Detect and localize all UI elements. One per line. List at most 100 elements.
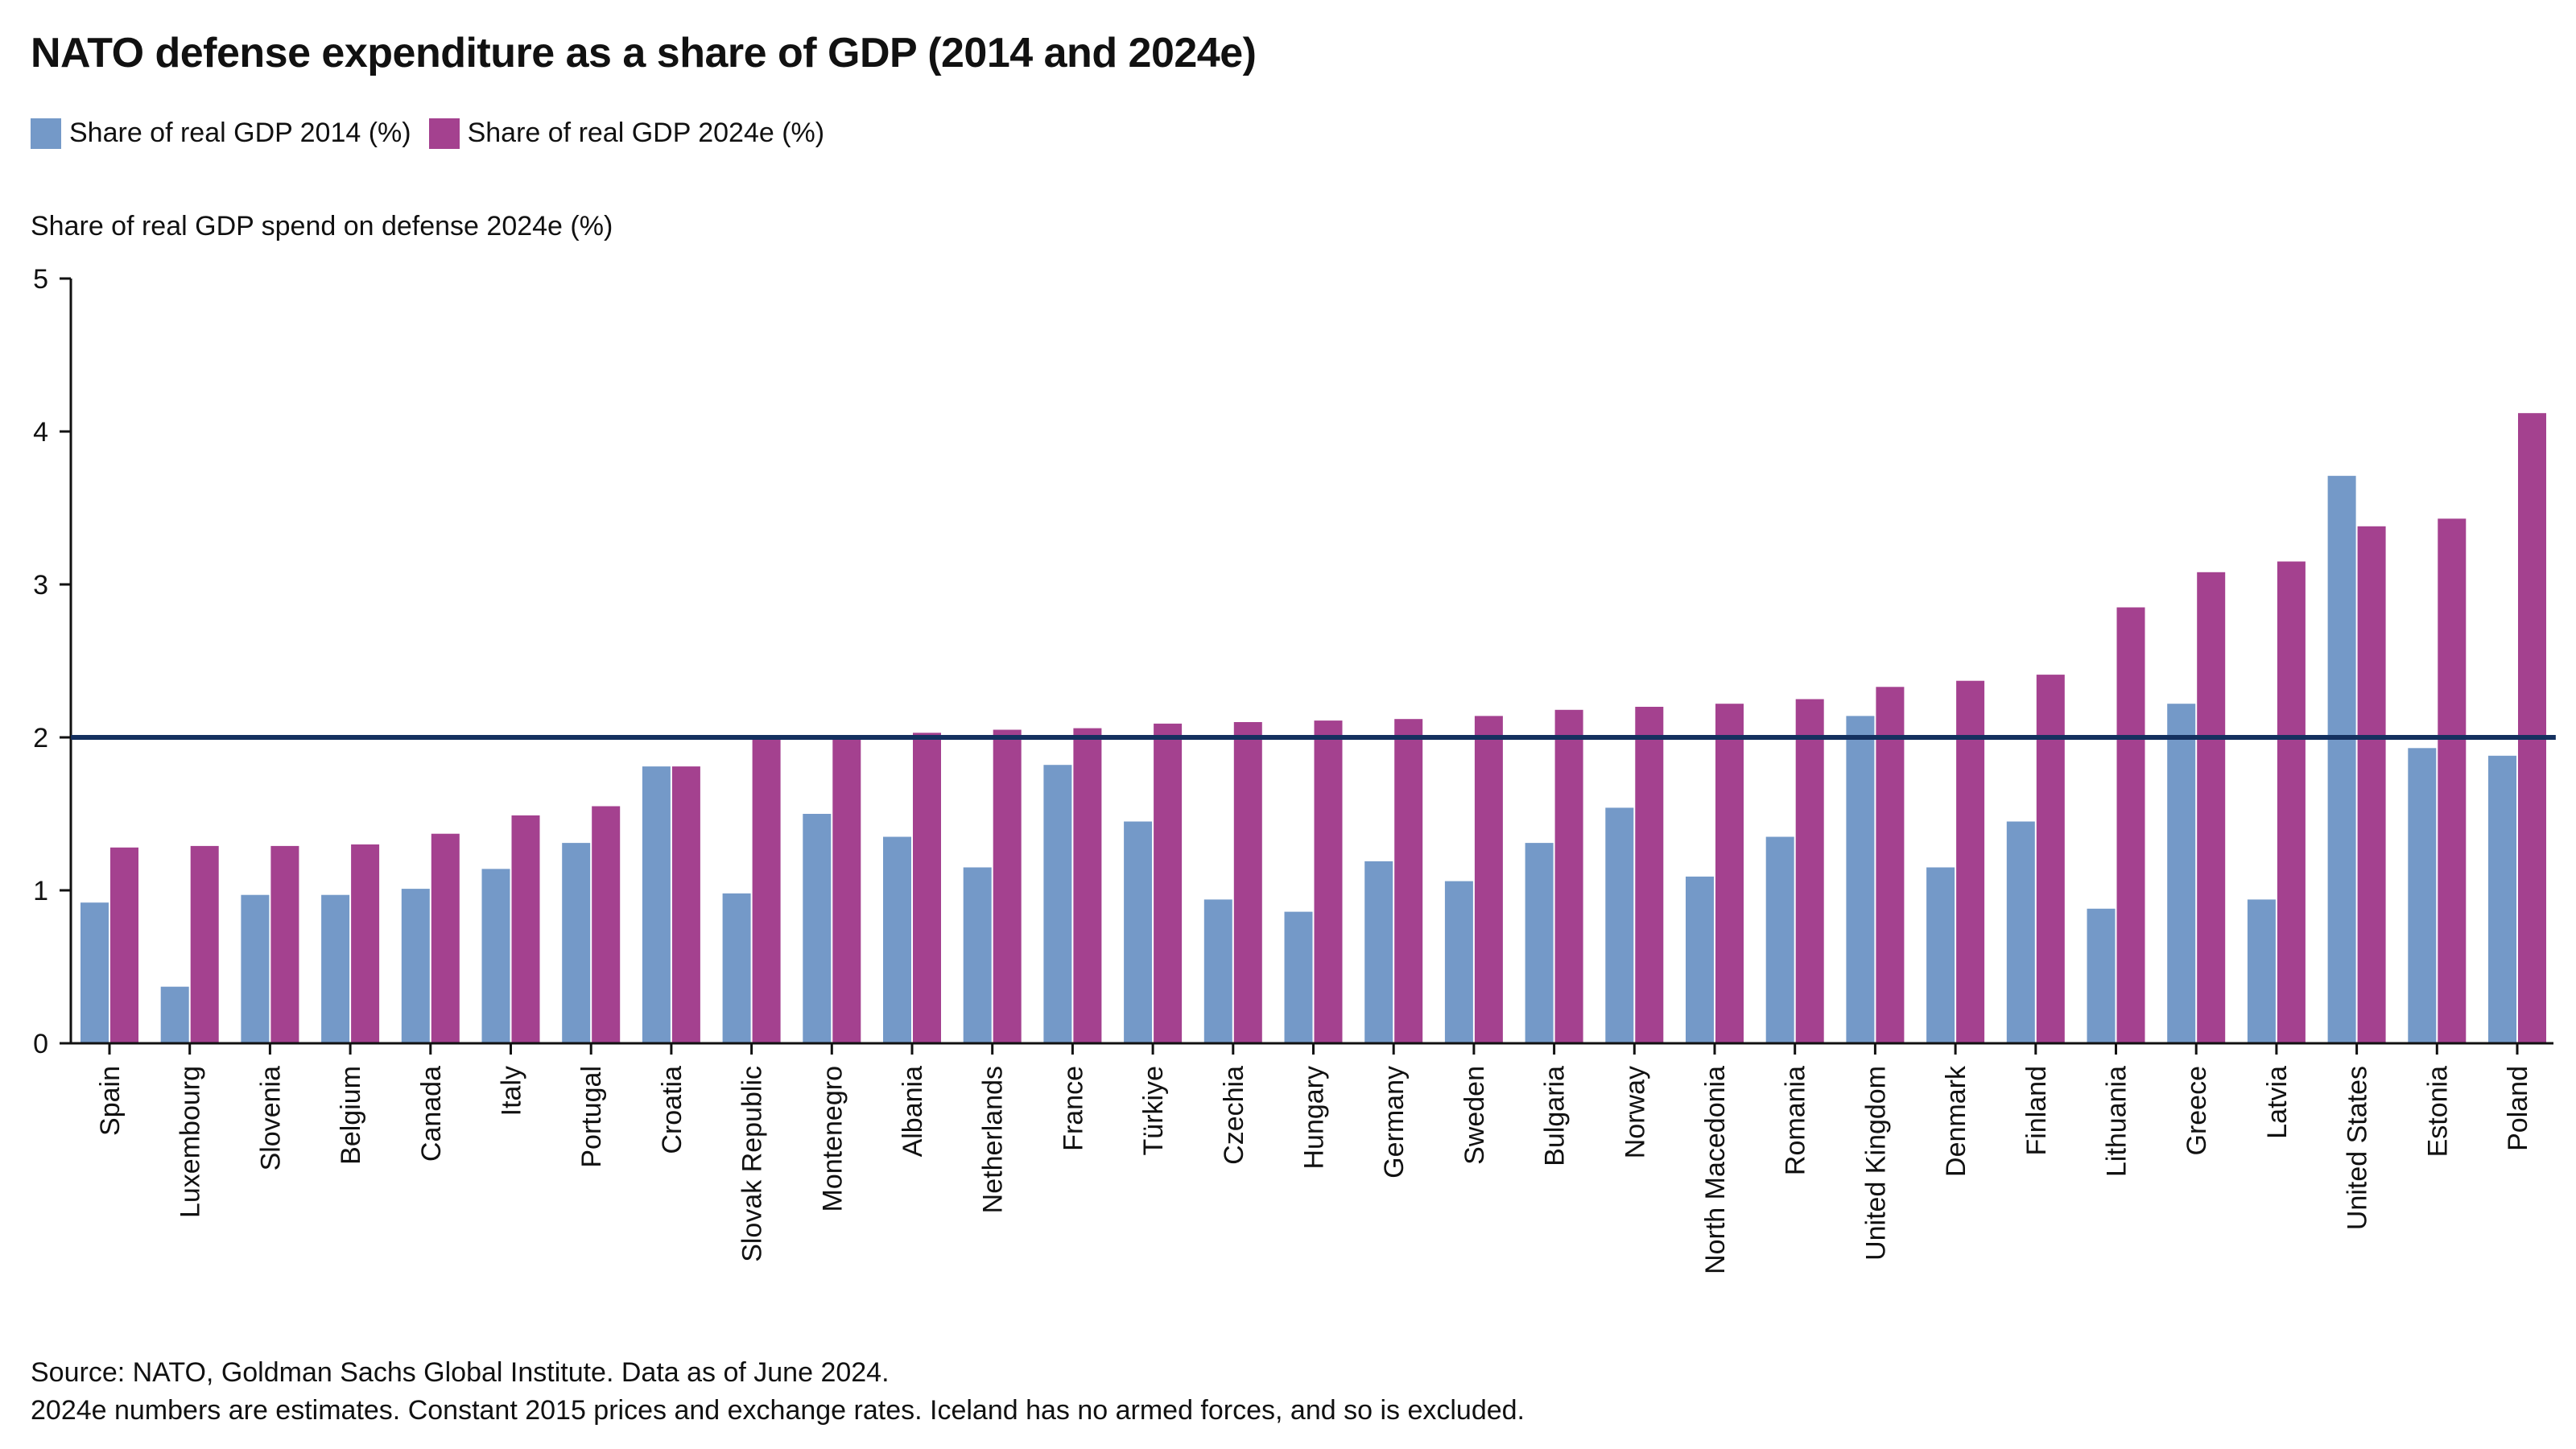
x-tick-label-montenegro: Montenegro	[817, 1066, 848, 1212]
bar-chart: 0 1 2 3 4 5 Spain Luxembourg Slovenia Belgium Cana…	[33, 264, 2556, 1274]
bar-2014-netherlands	[963, 867, 992, 1043]
bar-2014-belgium	[321, 894, 350, 1043]
bar-2014-germany	[1364, 861, 1393, 1043]
legend-item-2024e: Share of real GDP 2024e (%)	[428, 118, 825, 149]
y-tick-label-4: 4	[33, 417, 48, 448]
bar-2024e-estonia	[2438, 518, 2467, 1043]
x-tick-label-finland: Finland	[2021, 1066, 2052, 1156]
bar-2024e-united-states	[2357, 526, 2386, 1043]
bar-2024e-denmark	[1956, 680, 1985, 1043]
bar-2014-luxembourg	[160, 986, 189, 1043]
x-tick-label-norway: Norway	[1620, 1066, 1650, 1158]
footnote: 2024e numbers are estimates. Constant 20…	[31, 1395, 1525, 1426]
y-tick-label-1: 1	[33, 876, 48, 906]
x-tick-label-bulgaria: Bulgaria	[1540, 1066, 1571, 1166]
bar-2024e-portugal	[592, 806, 621, 1043]
bar-2024e-romania	[1795, 699, 1824, 1043]
bar-2024e-albania	[913, 733, 941, 1043]
x-tick-label-albania: Albania	[898, 1066, 928, 1158]
x-tick-label-poland: Poland	[2503, 1066, 2533, 1151]
chart-title: NATO defense expenditure as a share of G…	[31, 30, 1257, 76]
legend-swatch-2024e	[428, 118, 460, 149]
bar-2014-denmark	[1926, 867, 1955, 1043]
bar-2024e-lithuania	[2116, 607, 2145, 1043]
bar-2014-croatia	[642, 766, 671, 1043]
legend-item-2014: Share of real GDP 2014 (%)	[31, 118, 411, 149]
bar-2024e-bulgaria	[1554, 709, 1583, 1043]
x-tick-label-romania: Romania	[1781, 1066, 1811, 1175]
legend-label-2024e: Share of real GDP 2024e (%)	[467, 118, 825, 148]
x-tick-label-t-rkiye: Türkiye	[1138, 1066, 1169, 1155]
x-tick-label-slovenia: Slovenia	[255, 1066, 286, 1171]
bar-2024e-poland	[2518, 413, 2546, 1043]
bar-2014-north-macedonia	[1686, 876, 1714, 1043]
bar-2024e-belgium	[351, 844, 380, 1043]
legend-swatch-2014	[31, 118, 61, 149]
bar-2024e-latvia	[2277, 561, 2306, 1043]
bar-2014-norway	[1605, 807, 1634, 1043]
bar-2014-bulgaria	[1525, 843, 1554, 1043]
bar-2014-lithuania	[2087, 908, 2116, 1043]
x-tick-label-slovak-republic: Slovak Republic	[737, 1066, 768, 1262]
bar-2014-united-kingdom	[1846, 716, 1875, 1043]
bar-2014-hungary	[1284, 911, 1313, 1043]
bar-2024e-france	[1073, 728, 1102, 1043]
bar-2014-estonia	[2408, 748, 2437, 1043]
bar-2014-poland	[2488, 755, 2516, 1043]
bar-2024e-germany	[1394, 719, 1423, 1043]
legend-label-2014: Share of real GDP 2014 (%)	[69, 118, 411, 148]
bar-2014-spain	[80, 902, 109, 1043]
bar-2024e-italy	[511, 815, 540, 1043]
x-tick-label-portugal: Portugal	[576, 1066, 607, 1168]
x-tick-label-luxembourg: Luxembourg	[175, 1066, 206, 1218]
bar-2024e-spain	[110, 847, 138, 1043]
x-tick-label-united-kingdom: United Kingdom	[1860, 1066, 1891, 1261]
bar-2024e-slovenia	[270, 845, 299, 1043]
legend: Share of real GDP 2014 (%) Share of real…	[31, 118, 842, 149]
bar-2014-france	[1043, 765, 1072, 1043]
bar-2024e-sweden	[1474, 716, 1503, 1043]
bar-2014-greece	[2167, 704, 2196, 1043]
bar-2024e-netherlands	[993, 729, 1022, 1043]
bar-2024e-slovak-republic	[752, 737, 781, 1043]
bar-2014-slovenia	[241, 894, 270, 1043]
bar-2024e-hungary	[1314, 720, 1343, 1043]
bar-2024e-united-kingdom	[1876, 687, 1905, 1043]
x-tick-label-germany: Germany	[1379, 1066, 1410, 1179]
x-tick-label-estonia: Estonia	[2422, 1066, 2453, 1157]
x-tick-label-netherlands: Netherlands	[978, 1066, 1009, 1213]
bar-2014-albania	[883, 836, 911, 1043]
bar-2014-latvia	[2247, 899, 2276, 1043]
bar-2024e-croatia	[671, 766, 700, 1043]
bar-2024e-t-rkiye	[1154, 723, 1183, 1043]
x-tick-label-denmark: Denmark	[1941, 1065, 1971, 1177]
bar-2024e-montenegro	[832, 737, 861, 1043]
x-tick-label-italy: Italy	[497, 1066, 527, 1116]
x-tick-label-france: France	[1058, 1066, 1088, 1151]
bar-2024e-czechia	[1233, 722, 1262, 1043]
x-tick-label-united-states: United States	[2343, 1066, 2373, 1230]
bar-2014-slovak-republic	[722, 893, 751, 1043]
bar-2014-romania	[1765, 836, 1794, 1043]
x-tick-label-north-macedonia: North Macedonia	[1700, 1066, 1731, 1274]
bar-2024e-luxembourg	[190, 845, 219, 1043]
x-tick-label-belgium: Belgium	[336, 1066, 366, 1165]
bar-2024e-canada	[431, 833, 460, 1043]
x-tick-label-sweden: Sweden	[1459, 1066, 1490, 1165]
chart-notes: Source: NATO, Goldman Sachs Global Insti…	[31, 1354, 1525, 1430]
y-tick-label-2: 2	[33, 723, 48, 753]
bar-2014-portugal	[562, 843, 591, 1043]
bar-2024e-finland	[2036, 675, 2065, 1043]
x-tick-label-lithuania: Lithuania	[2102, 1066, 2132, 1177]
bar-2014-t-rkiye	[1124, 821, 1153, 1043]
bar-2014-united-states	[2327, 476, 2356, 1043]
bar-2024e-north-macedonia	[1715, 704, 1744, 1043]
bar-2014-finland	[2006, 821, 2035, 1043]
y-tick-label-0: 0	[33, 1029, 48, 1059]
x-tick-label-czechia: Czechia	[1219, 1066, 1249, 1165]
x-tick-label-greece: Greece	[2182, 1066, 2212, 1156]
bar-2024e-norway	[1635, 707, 1664, 1043]
y-axis-label: Share of real GDP spend on defense 2024e…	[31, 211, 613, 242]
bar-2014-canada	[401, 889, 430, 1043]
x-tick-label-spain: Spain	[95, 1066, 126, 1136]
